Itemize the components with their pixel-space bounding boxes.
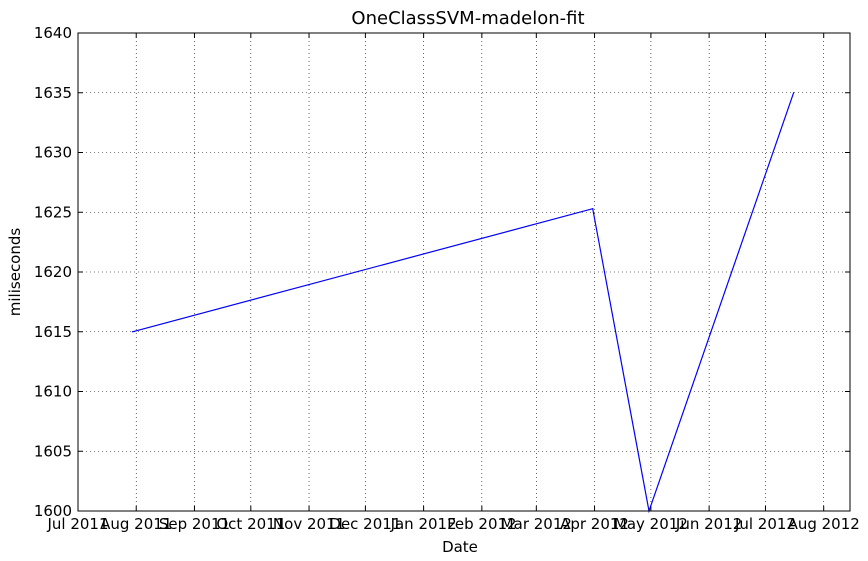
chart-title: OneClassSVM-madelon-fit [351,8,584,29]
series-line [132,92,795,514]
data-point [592,208,594,210]
grid-lines [77,32,850,512]
x-tick-label: Jun 2012 [675,515,742,533]
x-tick-label: Feb 2012 [447,515,517,533]
y-tick-label: 1600 [34,502,72,520]
x-tick-label: Sep 2011 [159,515,230,533]
x-tick-label: Aug 2011 [100,515,172,533]
y-tick-label: 1615 [34,323,72,341]
x-tick-label: Dec 2011 [329,515,401,533]
x-axis-label: Date [442,538,478,556]
series-layer [131,92,795,514]
y-tick-label: 1610 [34,383,72,401]
x-tick-label: Jul 2011 [46,515,108,533]
x-tick-label: May 2012 [614,515,688,533]
x-tick-label: Apr 2012 [560,515,629,533]
y-tick-label: 1605 [34,442,72,460]
x-tick-label: Jan 2012 [390,515,457,533]
y-axis-label: miliseconds [6,228,24,317]
x-tick-label: Aug 2012 [788,515,860,533]
axis-ticks: 1600 1605 1610 1615 1620 1625 1630 1635 1640 Jul … [34,24,860,533]
data-point [131,331,134,333]
x-tick-label: Nov 2011 [273,515,345,533]
data-point [793,92,795,94]
x-tick-label: Jul 2012 [734,515,796,533]
y-tick-label: 1620 [34,263,72,281]
y-tick-label: 1625 [34,203,72,221]
x-tick-label: Oct 2011 [216,515,285,533]
y-tick-label: 1630 [34,144,72,162]
y-tick-label: 1640 [34,24,72,42]
x-tick-label: Mar 2012 [501,515,572,533]
y-tick-label: 1635 [34,84,72,102]
